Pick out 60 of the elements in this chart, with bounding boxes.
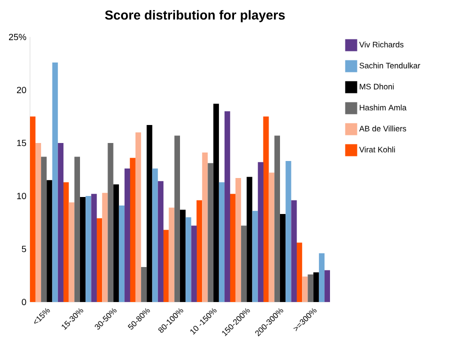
bar bbox=[68, 202, 74, 302]
bar bbox=[80, 197, 86, 302]
bar bbox=[313, 272, 319, 302]
bar bbox=[52, 62, 58, 302]
bar bbox=[135, 132, 142, 302]
bar bbox=[186, 217, 192, 302]
bar bbox=[318, 253, 325, 302]
bar bbox=[108, 143, 114, 302]
bar bbox=[174, 136, 180, 302]
y-tick-label: 20 bbox=[16, 86, 26, 94]
bar bbox=[118, 206, 125, 302]
bar bbox=[124, 168, 130, 302]
y-tick-label: 0 bbox=[22, 298, 26, 306]
bar bbox=[130, 158, 136, 302]
bar bbox=[46, 180, 52, 302]
bar bbox=[58, 143, 64, 302]
bar bbox=[241, 226, 247, 302]
bar bbox=[86, 196, 92, 302]
bar bbox=[235, 178, 242, 302]
bar bbox=[274, 136, 280, 302]
y-tick-label: 15 bbox=[17, 140, 26, 146]
bar bbox=[158, 181, 164, 302]
bar bbox=[308, 274, 314, 302]
bar bbox=[213, 104, 219, 302]
bar bbox=[35, 143, 42, 302]
bar bbox=[163, 230, 169, 302]
bar bbox=[196, 200, 202, 302]
bar bbox=[286, 161, 292, 302]
bar bbox=[168, 208, 174, 302]
bar bbox=[263, 116, 269, 302]
chart-title: Score distribution for players bbox=[105, 10, 285, 22]
bar bbox=[180, 210, 186, 302]
bar bbox=[268, 172, 274, 302]
bar bbox=[230, 194, 236, 302]
bar bbox=[218, 182, 225, 302]
bar bbox=[258, 162, 264, 302]
bar bbox=[224, 111, 230, 302]
bar bbox=[30, 116, 36, 302]
bar bbox=[91, 194, 97, 302]
bar bbox=[208, 163, 214, 302]
bar bbox=[74, 156, 80, 302]
bar bbox=[102, 192, 108, 302]
bar bbox=[252, 210, 258, 302]
bar bbox=[141, 267, 147, 302]
bar bbox=[302, 276, 308, 302]
y-tick-label: 10 bbox=[17, 192, 26, 200]
bar bbox=[41, 156, 47, 302]
bar bbox=[246, 176, 252, 302]
bar bbox=[291, 200, 297, 302]
bar bbox=[146, 124, 152, 302]
bar bbox=[63, 182, 69, 302]
bar bbox=[202, 152, 208, 302]
y-tick-label: 5 bbox=[22, 246, 26, 252]
bar bbox=[152, 168, 158, 302]
bar bbox=[191, 226, 197, 302]
bar bbox=[113, 184, 119, 302]
y-tick-label: 25% bbox=[8, 34, 26, 40]
bar bbox=[324, 270, 330, 302]
bar bbox=[280, 214, 286, 302]
bar bbox=[296, 242, 302, 302]
